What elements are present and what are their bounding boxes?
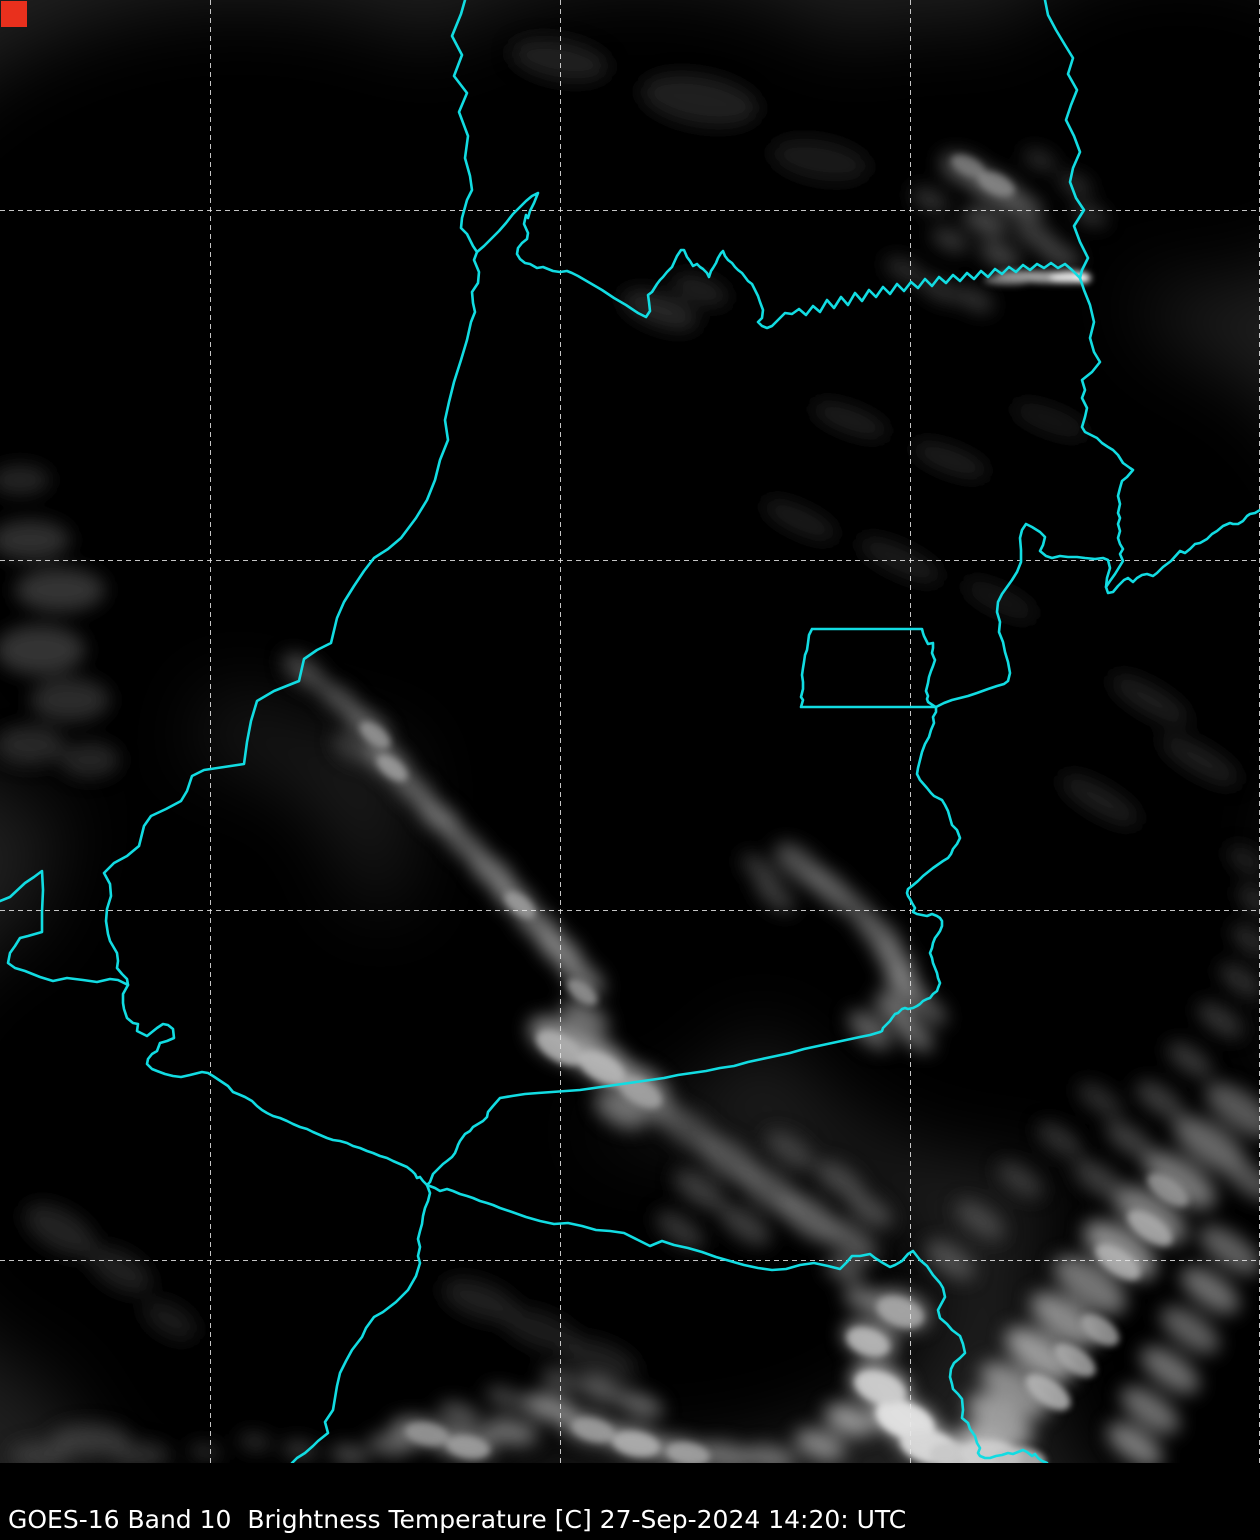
geographic-borders [0, 0, 1260, 1463]
border-northeast-river [1043, 0, 1260, 595]
border-left-hook [0, 869, 130, 987]
border-southeast-line [425, 1183, 1049, 1463]
border-parana-diagonal [425, 1030, 882, 1187]
border-east-descent [878, 705, 962, 1034]
cloud-band-layer [0, 38, 1260, 1463]
caption-text: GOES-16 Band 10 Brightness Temperature [… [8, 1505, 907, 1534]
border-box-link [934, 522, 1112, 709]
border-enclave-box [799, 627, 938, 709]
border-west-line [102, 0, 481, 1187]
caption-bar [0, 1463, 1260, 1540]
red-corner-indicator [1, 1, 27, 27]
border-south-branch [290, 1183, 432, 1463]
border-north-border [475, 191, 1082, 330]
